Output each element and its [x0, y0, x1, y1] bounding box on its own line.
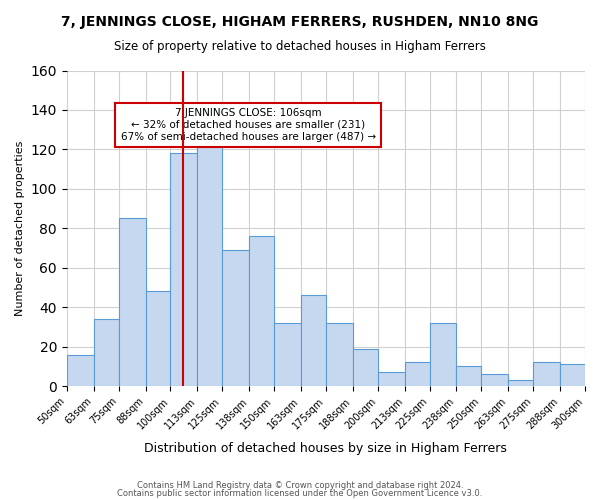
- X-axis label: Distribution of detached houses by size in Higham Ferrers: Distribution of detached houses by size …: [145, 442, 508, 455]
- Bar: [119, 218, 146, 386]
- Bar: [404, 362, 430, 386]
- Bar: [301, 296, 326, 386]
- Bar: [508, 380, 533, 386]
- Bar: [170, 154, 197, 386]
- Bar: [378, 372, 404, 386]
- Text: 7 JENNINGS CLOSE: 106sqm
← 32% of detached houses are smaller (231)
67% of semi-: 7 JENNINGS CLOSE: 106sqm ← 32% of detach…: [121, 108, 376, 142]
- Bar: [197, 138, 222, 386]
- Bar: [274, 323, 301, 386]
- Bar: [94, 319, 119, 386]
- Text: Contains HM Land Registry data © Crown copyright and database right 2024.: Contains HM Land Registry data © Crown c…: [137, 481, 463, 490]
- Bar: [560, 364, 585, 386]
- Bar: [430, 323, 457, 386]
- Bar: [481, 374, 508, 386]
- Text: Contains public sector information licensed under the Open Government Licence v3: Contains public sector information licen…: [118, 488, 482, 498]
- Text: Size of property relative to detached houses in Higham Ferrers: Size of property relative to detached ho…: [114, 40, 486, 53]
- Text: 7, JENNINGS CLOSE, HIGHAM FERRERS, RUSHDEN, NN10 8NG: 7, JENNINGS CLOSE, HIGHAM FERRERS, RUSHD…: [61, 15, 539, 29]
- Bar: [146, 292, 170, 386]
- Bar: [222, 250, 249, 386]
- Bar: [457, 366, 481, 386]
- Y-axis label: Number of detached properties: Number of detached properties: [15, 140, 25, 316]
- Bar: [67, 354, 94, 386]
- Bar: [249, 236, 274, 386]
- Bar: [353, 348, 378, 386]
- Bar: [326, 323, 353, 386]
- Bar: [533, 362, 560, 386]
